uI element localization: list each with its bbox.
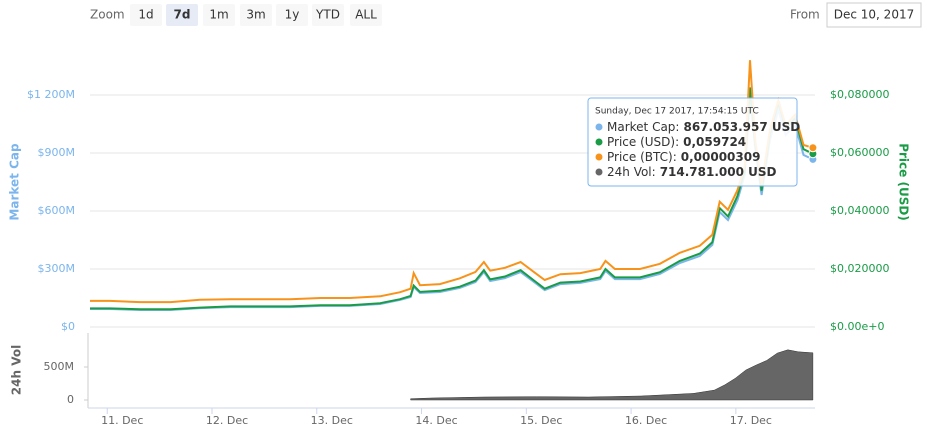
tooltip-row: Price (USD): 0,059724 <box>607 135 746 149</box>
y-axis-title: Market Cap <box>8 143 22 221</box>
tooltip: Sunday, Dec 17 2017, 17:54:15 UTC Market… <box>587 97 800 187</box>
tooltip-label: Price (USD): <box>607 135 679 149</box>
tooltip-label: 24h Vol: <box>607 165 656 179</box>
y2-tick-label: $0,020000 <box>830 262 890 275</box>
y-axis-title: 24h Vol <box>10 345 24 395</box>
tooltip-label: Market Cap: <box>607 120 679 134</box>
y-tick-label: $900M <box>38 146 76 159</box>
zoom-button-label[interactable]: 1y <box>285 8 300 22</box>
tooltip-value: 714.781.000 USD <box>660 165 777 179</box>
tooltip-row: 24h Vol: 714.781.000 USD <box>607 165 777 179</box>
zoom-button[interactable] <box>203 4 235 26</box>
tooltip-row: Price (BTC): 0,00000309 <box>607 150 760 164</box>
range-label: From <box>790 8 820 22</box>
x-tick-label: 17. Dec <box>730 414 772 427</box>
x-tick-label: 14. Dec <box>415 414 457 427</box>
zoom-button[interactable] <box>166 4 198 26</box>
tooltip-dot <box>595 168 603 176</box>
y-tick-label: $0 <box>61 320 75 333</box>
hover-marker <box>808 143 818 153</box>
y2-axis-title: Price (USD) <box>897 143 911 221</box>
volume-area <box>410 349 814 401</box>
zoom-button-label[interactable]: YTD <box>315 8 340 22</box>
x-tick-label: 13. Dec <box>311 414 353 427</box>
y-tick-label: $600M <box>38 204 76 217</box>
x-tick-label: 15. Dec <box>520 414 562 427</box>
tooltip-header: Sunday, Dec 17 2017, 17:54:15 UTC <box>595 107 759 117</box>
zoom-button[interactable] <box>312 4 344 26</box>
zoom-button-label[interactable]: 3m <box>246 8 265 22</box>
y-tick-label: $1 200M <box>27 88 75 101</box>
tooltip-row: Market Cap: 867.053.957 USD <box>607 120 800 134</box>
date-input-value[interactable]: Dec 10, 2017 <box>834 8 914 22</box>
y-tick-label: $300M <box>38 262 76 275</box>
tooltip-dot <box>595 138 603 146</box>
y2-tick-label: $0,040000 <box>830 204 890 217</box>
y2-tick-label: $0.00e+0 <box>830 320 884 333</box>
zoom-button-label[interactable]: 7d <box>174 8 191 22</box>
tooltip-value: 0,00000309 <box>681 150 761 164</box>
tooltip-value: 867.053.957 USD <box>683 120 800 134</box>
zoom-label: Zoom <box>90 8 125 22</box>
y-tick-label: 0 <box>67 393 74 406</box>
date-input[interactable] <box>826 2 922 28</box>
zoom-button[interactable] <box>130 4 162 26</box>
series-line <box>90 60 814 304</box>
x-tick-label: 12. Dec <box>206 414 248 427</box>
y2-tick-label: $0,060000 <box>830 146 890 159</box>
y2-tick-label: $0,080000 <box>830 88 890 101</box>
y-tick-label: 500M <box>44 360 75 373</box>
zoom-button-label[interactable]: 1m <box>209 8 228 22</box>
tooltip-box <box>587 97 798 187</box>
tooltip-dot <box>595 123 603 131</box>
zoom-button[interactable] <box>240 4 272 26</box>
x-tick-label: 11. Dec <box>101 414 143 427</box>
zoom-button[interactable] <box>276 4 308 26</box>
x-tick-label: 16. Dec <box>625 414 667 427</box>
tooltip-dot <box>595 153 603 161</box>
zoom-button-label[interactable]: ALL <box>355 8 377 22</box>
zoom-button-label[interactable]: 1d <box>138 8 153 22</box>
zoom-button[interactable] <box>350 4 382 26</box>
tooltip-label: Price (BTC): <box>607 150 677 164</box>
tooltip-value: 0,059724 <box>683 135 746 149</box>
